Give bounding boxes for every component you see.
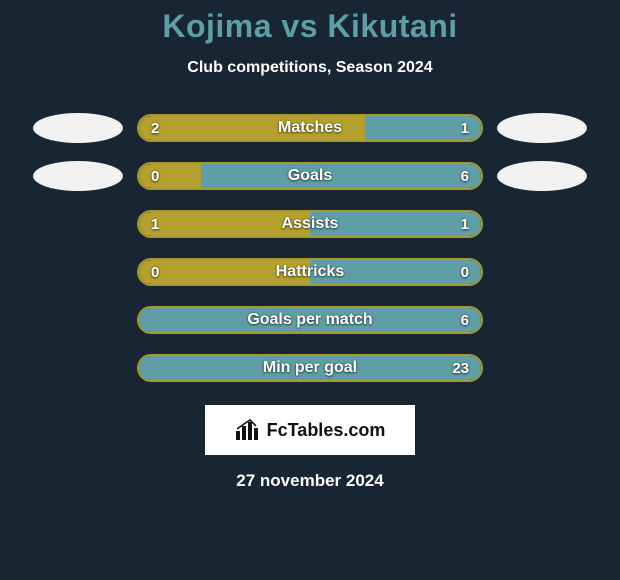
stat-rows: 21Matches 06Goals 11Assists 00Hattricks 6Goa… bbox=[0, 113, 620, 383]
stat-row: 6Goals per match bbox=[0, 305, 620, 335]
stat-bar: 00Hattricks bbox=[137, 258, 483, 286]
avatar-spacer bbox=[497, 257, 587, 287]
player-left-avatar bbox=[33, 113, 123, 143]
chart-bars-icon bbox=[235, 419, 261, 441]
avatar-spacer bbox=[33, 305, 123, 335]
comparison-infographic: Kojima vs Kikutani Club competitions, Se… bbox=[0, 0, 620, 580]
stat-row: 23Min per goal bbox=[0, 353, 620, 383]
avatar-spacer bbox=[497, 209, 587, 239]
stat-row: 21Matches bbox=[0, 113, 620, 143]
stat-label: Min per goal bbox=[139, 356, 481, 380]
avatar-spacer bbox=[497, 305, 587, 335]
page-title: Kojima vs Kikutani bbox=[0, 0, 620, 45]
stat-bar: 06Goals bbox=[137, 162, 483, 190]
stat-label: Matches bbox=[139, 116, 481, 140]
stat-bar: 21Matches bbox=[137, 114, 483, 142]
avatar-spacer bbox=[33, 209, 123, 239]
stat-label: Assists bbox=[139, 212, 481, 236]
stat-row: 00Hattricks bbox=[0, 257, 620, 287]
stat-bar: 6Goals per match bbox=[137, 306, 483, 334]
stat-row: 06Goals bbox=[0, 161, 620, 191]
stat-label: Hattricks bbox=[139, 260, 481, 284]
stat-bar: 23Min per goal bbox=[137, 354, 483, 382]
logo-text: FcTables.com bbox=[267, 420, 386, 441]
date-label: 27 november 2024 bbox=[0, 471, 620, 491]
player-right-avatar bbox=[497, 113, 587, 143]
avatar-spacer bbox=[497, 353, 587, 383]
stat-row: 11Assists bbox=[0, 209, 620, 239]
stat-bar: 11Assists bbox=[137, 210, 483, 238]
player-left-avatar bbox=[33, 161, 123, 191]
source-logo: FcTables.com bbox=[205, 405, 415, 455]
avatar-spacer bbox=[33, 257, 123, 287]
player-right-avatar bbox=[497, 161, 587, 191]
stat-label: Goals per match bbox=[139, 308, 481, 332]
avatar-spacer bbox=[33, 353, 123, 383]
subtitle: Club competitions, Season 2024 bbox=[0, 59, 620, 77]
stat-label: Goals bbox=[139, 164, 481, 188]
